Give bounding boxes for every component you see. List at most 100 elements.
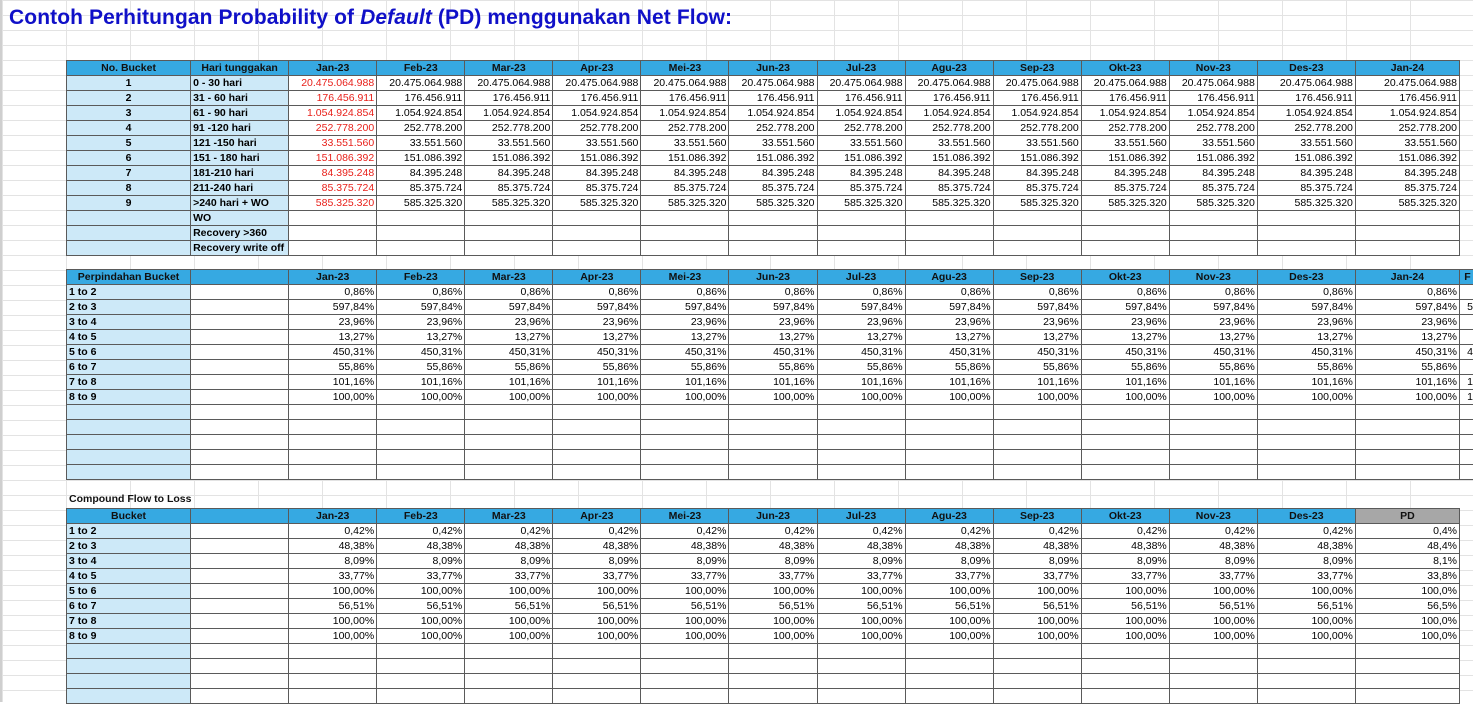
- empty-cell[interactable]: [905, 674, 993, 689]
- compound-flow-cell[interactable]: 8,09%: [993, 554, 1081, 569]
- flow-rate-cell[interactable]: 597,84%: [377, 300, 465, 315]
- outstanding-cell[interactable]: 585.325.320: [289, 196, 377, 211]
- flow-rate-cell[interactable]: 597,84%: [289, 300, 377, 315]
- empty-cell[interactable]: [1257, 689, 1355, 704]
- outstanding-cell[interactable]: 252.778.200: [817, 121, 905, 136]
- empty-cell[interactable]: [553, 405, 641, 420]
- empty-cell[interactable]: [993, 405, 1081, 420]
- empty-cell[interactable]: [1459, 420, 1473, 435]
- hari-tunggakan-label[interactable]: 181-210 hari: [191, 166, 289, 181]
- compound-flow-cell[interactable]: 56,51%: [817, 599, 905, 614]
- compound-flow-cell[interactable]: 100,00%: [993, 584, 1081, 599]
- compound-flow-cell[interactable]: 100,00%: [553, 629, 641, 644]
- flow-rate-cell[interactable]: 450,31%: [1081, 345, 1169, 360]
- flow-rate-cell[interactable]: 101,16%: [729, 375, 817, 390]
- compound-flow-cell[interactable]: 100,00%: [553, 614, 641, 629]
- outstanding-cell[interactable]: 20.475.064.988: [377, 76, 465, 91]
- flow-rate-cell[interactable]: 23,96%: [1169, 315, 1257, 330]
- flow-rate-cell[interactable]: 0,86%: [553, 285, 641, 300]
- empty-cell[interactable]: [1169, 465, 1257, 480]
- compound-flow-cell[interactable]: 33,77%: [465, 569, 553, 584]
- outstanding-cell[interactable]: 585.325.320: [1355, 196, 1459, 211]
- compound-flow-cell[interactable]: 56,51%: [377, 599, 465, 614]
- outstanding-cell[interactable]: 1.054.924.854: [993, 106, 1081, 121]
- header-month[interactable]: Mei-23: [641, 270, 729, 285]
- flow-rate-cell[interactable]: 13,27%: [641, 330, 729, 345]
- compound-flow-cell[interactable]: 100,00%: [1081, 584, 1169, 599]
- compound-flow-cell[interactable]: 0,42%: [905, 524, 993, 539]
- empty-cell[interactable]: [1169, 420, 1257, 435]
- flow-rate-cell[interactable]: 23,96%: [817, 315, 905, 330]
- pd-cell[interactable]: 56,5%: [1355, 599, 1459, 614]
- outstanding-cell[interactable]: 1.054.924.854: [1257, 106, 1355, 121]
- flow-rate-cell[interactable]: 13,27%: [553, 330, 641, 345]
- empty-cell[interactable]: [289, 644, 377, 659]
- flow-rate-cell[interactable]: 450,31%: [729, 345, 817, 360]
- outstanding-cell[interactable]: 85.375.724: [289, 181, 377, 196]
- header-month[interactable]: Jan-23: [289, 509, 377, 524]
- compound-flow-cell[interactable]: 100,00%: [289, 584, 377, 599]
- empty-cell[interactable]: [993, 435, 1081, 450]
- outstanding-cell[interactable]: [377, 241, 465, 256]
- flow-rate-cell[interactable]: 55,86%: [377, 360, 465, 375]
- header-next-column[interactable]: F: [1459, 270, 1473, 285]
- empty-label-cell[interactable]: [67, 435, 191, 450]
- outstanding-cell[interactable]: 252.778.200: [729, 121, 817, 136]
- empty-cell[interactable]: [1081, 420, 1169, 435]
- compound-flow-cell[interactable]: 100,00%: [641, 584, 729, 599]
- flow-rate-cell[interactable]: 450,31%: [289, 345, 377, 360]
- compound-flow-cell[interactable]: 33,77%: [641, 569, 729, 584]
- compound-flow-cell[interactable]: 100,00%: [729, 584, 817, 599]
- outstanding-cell[interactable]: 1.054.924.854: [289, 106, 377, 121]
- compound-flow-cell[interactable]: 8,09%: [905, 554, 993, 569]
- empty-cell[interactable]: [817, 689, 905, 704]
- flow-rate-cell[interactable]: 13,27%: [993, 330, 1081, 345]
- hari-tunggakan-label[interactable]: 31 - 60 hari: [191, 91, 289, 106]
- empty-cell[interactable]: [191, 405, 289, 420]
- outstanding-cell[interactable]: [1169, 211, 1257, 226]
- empty-cell[interactable]: [289, 465, 377, 480]
- outstanding-cell[interactable]: 176.456.911: [1169, 91, 1257, 106]
- empty-cell[interactable]: [1257, 450, 1355, 465]
- compound-flow-cell[interactable]: 100,00%: [553, 584, 641, 599]
- empty-cell[interactable]: [993, 689, 1081, 704]
- flow-rate-cell[interactable]: 597,84%: [729, 300, 817, 315]
- blank-cell[interactable]: [191, 584, 289, 599]
- outstanding-cell[interactable]: 1.054.924.854: [1355, 106, 1459, 121]
- outstanding-cell[interactable]: 84.395.248: [1355, 166, 1459, 181]
- bucket-number[interactable]: 6: [67, 151, 191, 166]
- empty-cell[interactable]: [191, 659, 289, 674]
- truncated-cell[interactable]: [1459, 315, 1473, 330]
- flow-rate-cell[interactable]: 450,31%: [377, 345, 465, 360]
- outstanding-cell[interactable]: 151.086.392: [729, 151, 817, 166]
- outstanding-cell[interactable]: 252.778.200: [1169, 121, 1257, 136]
- empty-cell[interactable]: [553, 644, 641, 659]
- header-month[interactable]: Jan-23: [289, 270, 377, 285]
- compound-flow-cell[interactable]: 0,42%: [553, 524, 641, 539]
- empty-cell[interactable]: [729, 435, 817, 450]
- compound-flow-cell[interactable]: 0,42%: [1169, 524, 1257, 539]
- bucket-label[interactable]: 1 to 2: [67, 524, 191, 539]
- empty-cell[interactable]: [377, 659, 465, 674]
- compound-flow-cell[interactable]: 8,09%: [1169, 554, 1257, 569]
- empty-cell[interactable]: [191, 689, 289, 704]
- hari-tunggakan-label[interactable]: Recovery >360: [191, 226, 289, 241]
- empty-cell[interactable]: [377, 644, 465, 659]
- bucket-number[interactable]: 8: [67, 181, 191, 196]
- outstanding-cell[interactable]: 252.778.200: [993, 121, 1081, 136]
- outstanding-cell[interactable]: 1.054.924.854: [553, 106, 641, 121]
- flow-rate-cell[interactable]: 450,31%: [993, 345, 1081, 360]
- outstanding-cell[interactable]: 252.778.200: [289, 121, 377, 136]
- empty-cell[interactable]: [553, 659, 641, 674]
- outstanding-cell[interactable]: 585.325.320: [729, 196, 817, 211]
- empty-cell[interactable]: [553, 435, 641, 450]
- empty-cell[interactable]: [289, 659, 377, 674]
- outstanding-cell[interactable]: 85.375.724: [905, 181, 993, 196]
- empty-cell[interactable]: [553, 674, 641, 689]
- empty-cell[interactable]: [465, 689, 553, 704]
- outstanding-cell[interactable]: 20.475.064.988: [905, 76, 993, 91]
- compound-flow-cell[interactable]: 0,42%: [377, 524, 465, 539]
- outstanding-cell[interactable]: 176.456.911: [289, 91, 377, 106]
- compound-flow-cell[interactable]: 8,09%: [289, 554, 377, 569]
- flow-rate-cell[interactable]: 23,96%: [641, 315, 729, 330]
